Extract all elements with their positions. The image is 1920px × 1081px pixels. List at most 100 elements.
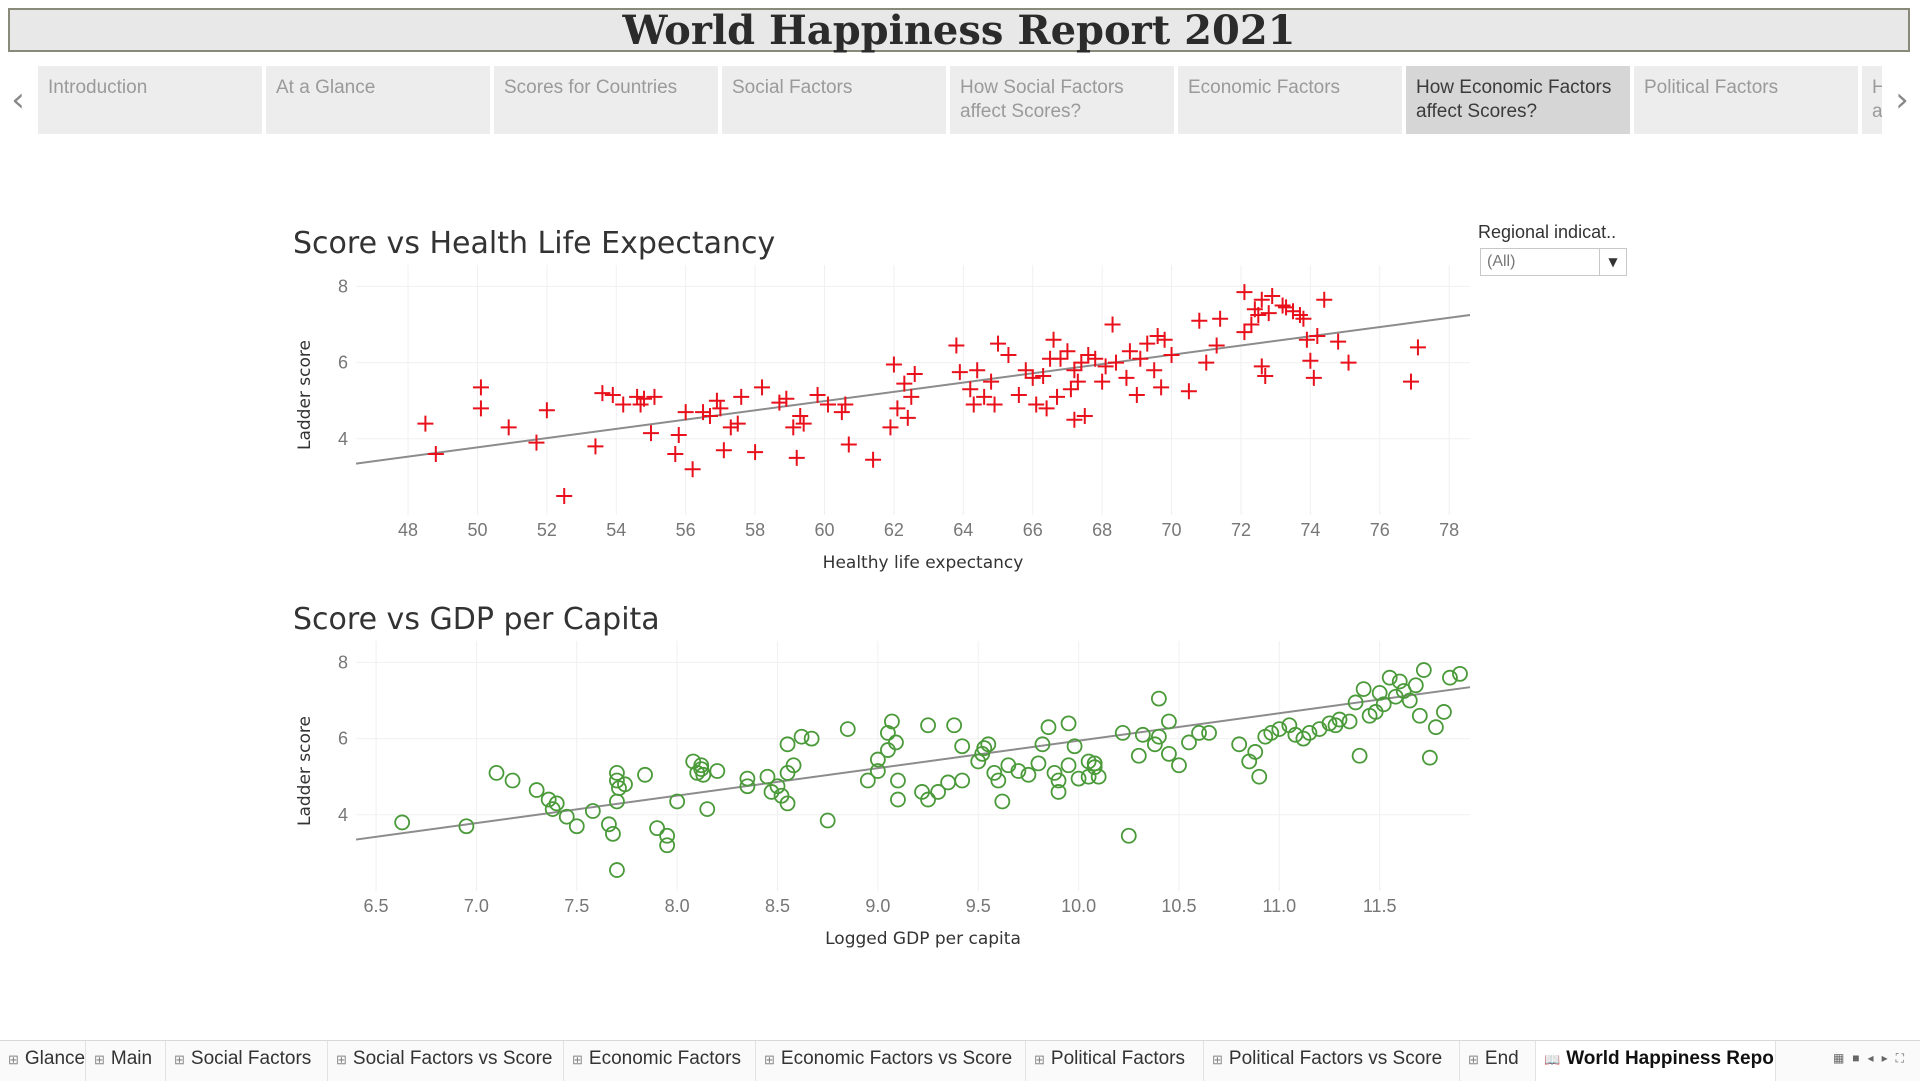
- gdp-chart-title: Score vs GDP per Capita: [293, 602, 660, 637]
- health-data-point: [1045, 331, 1062, 348]
- sheet-tab-political-factors[interactable]: ⊞ Political Factors: [1026, 1041, 1204, 1081]
- gdp-data-point: [1407, 677, 1424, 694]
- gdp-data-point: [1295, 730, 1312, 747]
- gdp-data-point: [544, 801, 561, 817]
- sheet-navigation-controls[interactable]: ▦■◂▸⛶: [1832, 1051, 1912, 1065]
- gdp-data-point: [649, 820, 665, 837]
- sheet-tab-main[interactable]: ⊞ Main: [86, 1041, 166, 1081]
- story-tab-scores-for-countries[interactable]: Scores for Countries: [494, 66, 718, 134]
- gdp-data-point: [568, 818, 585, 835]
- health-data-point: [1285, 303, 1302, 320]
- sheet-tab-world-happiness-report[interactable]: 📖 World Happiness Report: [1536, 1041, 1776, 1081]
- story-tab-economic-factors[interactable]: Economic Factors: [1178, 66, 1402, 134]
- gdp-data-point: [611, 780, 627, 797]
- sheet-grid-icon: ⊞: [1468, 1052, 1479, 1067]
- gdp-data-point: [1070, 770, 1087, 787]
- health-data-point: [795, 415, 812, 432]
- story-tab-introduction[interactable]: Introduction: [38, 66, 262, 134]
- gdp-data-point: [920, 717, 936, 734]
- gdp-data-point: [609, 862, 625, 878]
- gdp-data-point: [1411, 707, 1428, 724]
- chevron-left-icon[interactable]: ‹: [11, 80, 25, 120]
- sheet-tab-economic-factors-vs-score[interactable]: ⊞ Economic Factors vs Score: [756, 1041, 1026, 1081]
- health-data-point: [865, 451, 882, 468]
- sheet-tab-social-factors[interactable]: ⊞ Social Factors: [166, 1041, 328, 1081]
- health-data-point: [809, 387, 826, 403]
- chevron-right-icon[interactable]: ›: [1895, 80, 1909, 120]
- gdp-data-point: [1442, 669, 1458, 686]
- story-tabs: Introduction At a Glance Scores for Coun…: [38, 66, 1882, 134]
- story-tab-political-factors[interactable]: Political Factors: [1634, 66, 1858, 134]
- gdp-x-tick-label: 8.5: [765, 896, 790, 916]
- gdp-x-tick-label: 8.0: [665, 896, 690, 916]
- gdp-data-point: [1030, 755, 1047, 772]
- sheet-tab-social-factors-vs-score[interactable]: ⊞ Social Factors vs Score: [328, 1041, 564, 1081]
- gdp-data-point: [793, 728, 810, 745]
- health-data-point: [837, 396, 854, 413]
- sheet-tab-economic-factors[interactable]: ⊞ Economic Factors: [564, 1041, 756, 1081]
- health-y-tick-label: 8: [338, 276, 348, 296]
- health-data-point: [1080, 347, 1097, 363]
- gdp-data-point: [1130, 747, 1147, 764]
- gdp-data-point: [609, 793, 625, 810]
- sheet-grid-icon: ⊞: [1212, 1052, 1223, 1067]
- health-data-point: [840, 436, 857, 453]
- health-data-point: [1049, 388, 1066, 405]
- gdp-data-point: [940, 774, 957, 791]
- gdp-data-point: [1010, 763, 1027, 779]
- gdp-data-point: [869, 751, 886, 768]
- regional-filter-dropdown[interactable]: (All) ▼: [1480, 248, 1627, 276]
- health-data-point: [615, 396, 632, 413]
- story-tab-economic-factors-scores[interactable]: How Economic Factors affect Scores?: [1406, 66, 1630, 134]
- gdp-data-point: [970, 753, 987, 770]
- dropdown-arrow-icon[interactable]: ▼: [1599, 249, 1626, 275]
- story-tab-at-a-glance[interactable]: At a Glance: [266, 66, 490, 134]
- gdp-data-point: [1241, 753, 1258, 770]
- health-data-point: [899, 409, 916, 426]
- health-x-tick-label: 64: [953, 520, 973, 540]
- health-data-point: [729, 415, 746, 432]
- health-x-tick-label: 72: [1231, 520, 1251, 540]
- gdp-data-point: [1114, 725, 1131, 741]
- health-data-point: [642, 425, 659, 442]
- gdp-data-point: [1086, 759, 1103, 776]
- health-data-point: [1243, 316, 1260, 333]
- sheet-tab-political-factors-vs-score[interactable]: ⊞ Political Factors vs Score: [1204, 1041, 1460, 1081]
- sheet-tab-end[interactable]: ⊞ End: [1460, 1041, 1536, 1081]
- health-data-point: [1042, 350, 1059, 367]
- dashboard-title-bar: World Happiness Report 2021: [8, 7, 1910, 54]
- health-data-point: [1316, 291, 1333, 308]
- gdp-data-point: [1034, 736, 1051, 753]
- sheet-grid-icon: ⊞: [174, 1052, 185, 1067]
- health-data-point: [1180, 383, 1197, 400]
- gdp-data-point: [763, 784, 780, 800]
- gdp-data-point: [976, 740, 993, 757]
- health-data-point: [1035, 367, 1052, 384]
- health-data-point: [1253, 291, 1270, 308]
- health-data-point: [965, 396, 982, 413]
- health-data-point: [1153, 379, 1170, 396]
- health-data-point: [1097, 358, 1114, 375]
- health-data-point: [1236, 284, 1253, 301]
- health-x-tick-label: 78: [1439, 520, 1459, 540]
- gdp-data-point: [1120, 827, 1137, 844]
- story-tab-social-factors[interactable]: Social Factors: [722, 66, 946, 134]
- gdp-data-point: [779, 765, 796, 781]
- health-data-point: [500, 419, 517, 436]
- gdp-data-point: [739, 778, 756, 795]
- sheet-grid-icon: ⊞: [572, 1052, 583, 1067]
- health-data-point: [1059, 343, 1076, 360]
- gdp-data-point: [1251, 768, 1268, 785]
- gdp-data-point: [1150, 728, 1167, 745]
- story-tab-political-factors-scores[interactable]: How Political Factors affect Scores?: [1862, 66, 1882, 134]
- health-data-point: [1104, 316, 1121, 333]
- health-data-point: [969, 362, 986, 379]
- health-data-point: [788, 449, 805, 466]
- gdp-data-point: [1257, 728, 1274, 745]
- health-data-point: [1264, 287, 1281, 304]
- sheet-tab-glance[interactable]: ⊞ Glance: [0, 1041, 86, 1081]
- health-data-point: [951, 364, 968, 381]
- gdp-data-point: [609, 765, 625, 781]
- story-tab-social-factors-scores[interactable]: How Social Factors affect Scores?: [950, 66, 1174, 134]
- health-data-point: [1302, 352, 1319, 369]
